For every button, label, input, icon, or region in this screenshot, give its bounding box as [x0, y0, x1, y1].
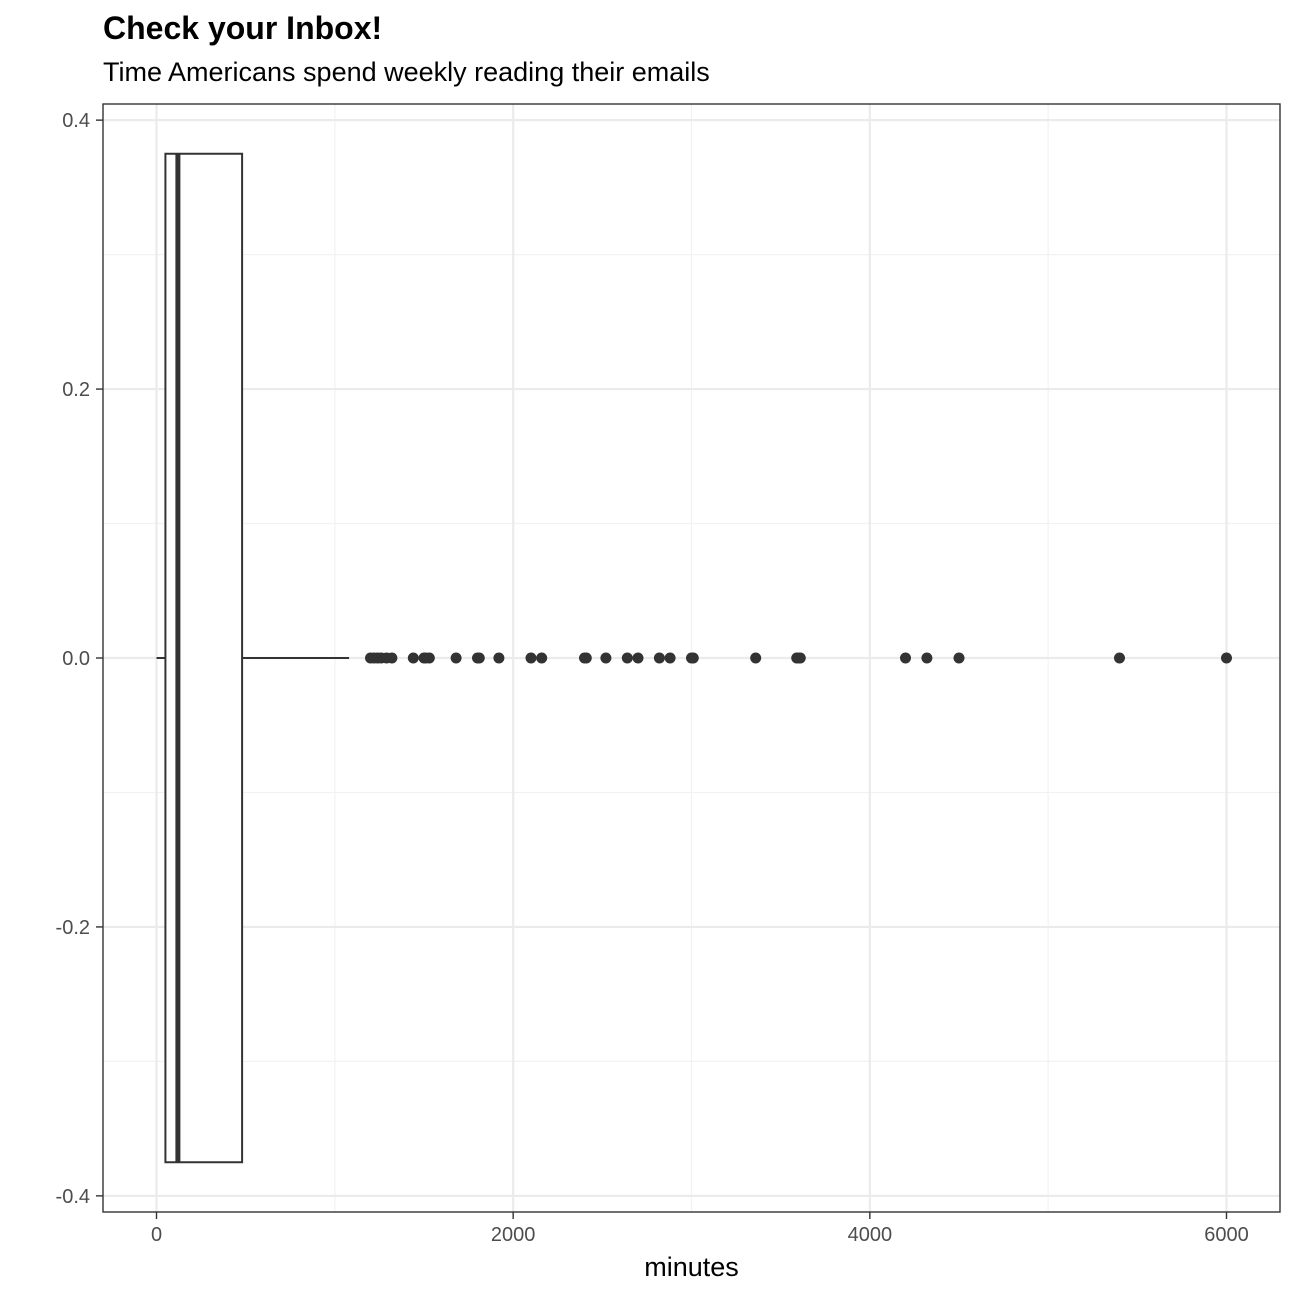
outlier-point: [921, 652, 933, 664]
outlier-point: [525, 652, 537, 664]
y-tick-label: 0.0: [62, 648, 90, 670]
x-tick-label: 4000: [848, 1224, 893, 1246]
outlier-point: [900, 652, 911, 664]
x-tick-label: 0: [151, 1224, 162, 1246]
outlier-point: [386, 652, 398, 664]
chart-subtitle: Time Americans spend weekly reading thei…: [103, 57, 710, 87]
outlier-point: [423, 652, 435, 664]
y-tick-label: -0.2: [56, 917, 90, 939]
outlier-point: [473, 652, 485, 664]
y-axis: -0.4 -0.2 0.0 0.2 0.4: [56, 110, 103, 1208]
y-tick-label: 0.4: [62, 110, 90, 132]
x-tick-label: 2000: [491, 1224, 536, 1246]
outlier-point: [953, 652, 965, 664]
box-and-whisker: [156, 152, 350, 1164]
outlier-point: [407, 652, 419, 664]
outlier-point: [632, 652, 644, 664]
x-tick-label: 6000: [1204, 1224, 1249, 1246]
chart-title: Check your Inbox!: [103, 10, 383, 46]
outlier-point: [621, 652, 633, 664]
outlier-point: [600, 652, 612, 664]
outlier-points: [365, 652, 1232, 664]
outlier-point: [580, 652, 592, 664]
outlier-point: [653, 652, 665, 664]
outlier-point: [536, 652, 548, 664]
x-axis: 0 2000 4000 6000: [151, 1212, 1249, 1246]
outlier-point: [1114, 652, 1125, 664]
outlier-point: [794, 652, 806, 664]
outlier-point: [1221, 652, 1232, 664]
x-axis-title: minutes: [644, 1252, 739, 1282]
outlier-point: [664, 652, 676, 664]
y-tick-label: 0.2: [62, 379, 90, 401]
y-tick-label: -0.4: [56, 1186, 90, 1208]
outlier-point: [493, 652, 505, 664]
outlier-point: [450, 652, 462, 664]
outlier-point: [687, 652, 699, 664]
outlier-point: [750, 652, 762, 664]
